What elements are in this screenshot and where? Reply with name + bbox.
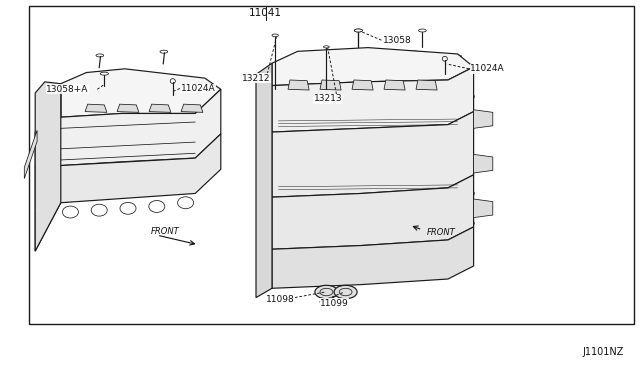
- Ellipse shape: [96, 54, 104, 57]
- Ellipse shape: [138, 93, 147, 96]
- Ellipse shape: [170, 91, 178, 94]
- Polygon shape: [272, 67, 474, 132]
- Text: FRONT: FRONT: [150, 227, 179, 236]
- Polygon shape: [416, 80, 437, 90]
- Text: J1101NZ: J1101NZ: [582, 347, 624, 357]
- Ellipse shape: [355, 29, 362, 32]
- Ellipse shape: [300, 62, 308, 65]
- Polygon shape: [35, 84, 61, 167]
- Polygon shape: [474, 199, 493, 218]
- Polygon shape: [24, 130, 37, 179]
- Text: 11098: 11098: [266, 295, 294, 304]
- Polygon shape: [85, 104, 107, 112]
- Circle shape: [315, 285, 338, 299]
- Ellipse shape: [93, 99, 101, 102]
- Ellipse shape: [319, 62, 328, 65]
- Text: 13058+A: 13058+A: [46, 85, 88, 94]
- Ellipse shape: [125, 96, 134, 99]
- Ellipse shape: [189, 89, 197, 92]
- Ellipse shape: [202, 87, 210, 90]
- Ellipse shape: [100, 72, 109, 75]
- Polygon shape: [272, 175, 474, 249]
- Ellipse shape: [160, 50, 168, 53]
- Polygon shape: [288, 80, 309, 90]
- Polygon shape: [35, 82, 61, 251]
- Ellipse shape: [389, 58, 398, 61]
- Ellipse shape: [344, 60, 353, 62]
- Polygon shape: [474, 154, 493, 173]
- Text: 13213: 13213: [314, 94, 342, 103]
- Text: 11024A: 11024A: [181, 84, 216, 93]
- Polygon shape: [272, 48, 474, 86]
- Polygon shape: [35, 134, 221, 251]
- Ellipse shape: [272, 34, 278, 36]
- Polygon shape: [384, 80, 405, 90]
- Polygon shape: [117, 104, 139, 112]
- Text: 13212: 13212: [242, 74, 271, 83]
- Text: 11099: 11099: [320, 299, 349, 308]
- Text: 11024A: 11024A: [470, 64, 505, 73]
- Ellipse shape: [453, 55, 462, 58]
- Polygon shape: [61, 69, 221, 117]
- Ellipse shape: [355, 29, 363, 32]
- Ellipse shape: [409, 57, 417, 60]
- Polygon shape: [256, 63, 272, 298]
- Bar: [29, 6, 634, 324]
- Polygon shape: [474, 110, 493, 128]
- Ellipse shape: [364, 59, 372, 62]
- Polygon shape: [181, 104, 203, 112]
- Polygon shape: [149, 104, 171, 112]
- Text: FRONT: FRONT: [427, 228, 456, 237]
- Ellipse shape: [435, 56, 443, 58]
- Text: 13058: 13058: [383, 36, 412, 45]
- Circle shape: [334, 285, 357, 299]
- Polygon shape: [352, 80, 373, 90]
- Polygon shape: [35, 89, 221, 214]
- Ellipse shape: [106, 96, 114, 99]
- Polygon shape: [320, 80, 341, 90]
- Polygon shape: [272, 112, 474, 197]
- Ellipse shape: [419, 29, 426, 32]
- Polygon shape: [272, 227, 474, 288]
- Ellipse shape: [157, 93, 165, 96]
- Text: 11041: 11041: [249, 8, 282, 18]
- Ellipse shape: [323, 46, 329, 48]
